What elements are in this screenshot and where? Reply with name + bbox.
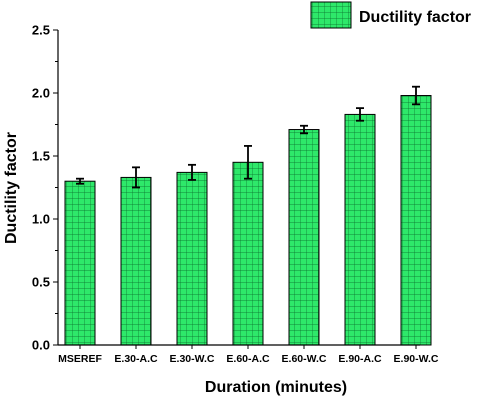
legend-label: Ductility factor — [359, 9, 471, 26]
legend-swatch — [310, 1, 352, 29]
bars-group — [64, 95, 432, 346]
x-tick-label: E.60-W.C — [282, 353, 327, 365]
error-bar — [356, 107, 364, 122]
x-axis: MSEREF E.30-A.C E.30-W.C E.60-A.C E.60-W.C E.… — [58, 344, 439, 365]
bar-e-60-a-c — [232, 161, 264, 346]
error-bar — [300, 124, 308, 135]
y-axis: 0.0 0.5 1.0 1.5 2.0 2.5 — [32, 23, 59, 353]
y-tick-label: 1.0 — [32, 212, 50, 227]
bar-e-60-w-c — [288, 129, 320, 346]
y-tick-label: 0.0 — [32, 338, 50, 353]
error-bars-group — [76, 85, 420, 189]
x-tick-label: MSEREF — [58, 353, 102, 365]
plot-area: 0.0 0.5 1.0 1.5 2.0 2.5 MSEREF E.30-A.C E.30-W.… — [32, 23, 439, 366]
y-tick-label: 0.5 — [32, 275, 50, 290]
bar-e-90-a-c — [344, 113, 376, 346]
error-bar — [188, 163, 196, 181]
error-bar — [412, 85, 420, 106]
bar-e-90-w-c — [400, 95, 432, 346]
bar-mseref — [64, 180, 96, 346]
bar-e-30-w-c — [176, 171, 208, 346]
error-bar — [244, 145, 252, 180]
x-tick-label: E.30-A.C — [114, 353, 158, 365]
x-tick-label: E.90-W.C — [394, 353, 439, 365]
legend: Ductility factor — [310, 1, 471, 29]
bar-e-30-a-c — [120, 176, 152, 346]
error-bar — [132, 166, 140, 189]
y-tick-label: 1.5 — [32, 149, 50, 164]
error-bar — [76, 177, 84, 185]
y-tick-label: 2.0 — [32, 86, 50, 101]
y-axis-title: Ductility factor — [3, 132, 20, 244]
y-tick-label: 2.5 — [32, 23, 50, 38]
x-tick-label: E.30-W.C — [170, 353, 215, 365]
x-axis-title: Duration (minutes) — [205, 379, 347, 396]
x-tick-label: E.90-A.C — [338, 353, 382, 365]
x-tick-label: E.60-A.C — [226, 353, 270, 365]
